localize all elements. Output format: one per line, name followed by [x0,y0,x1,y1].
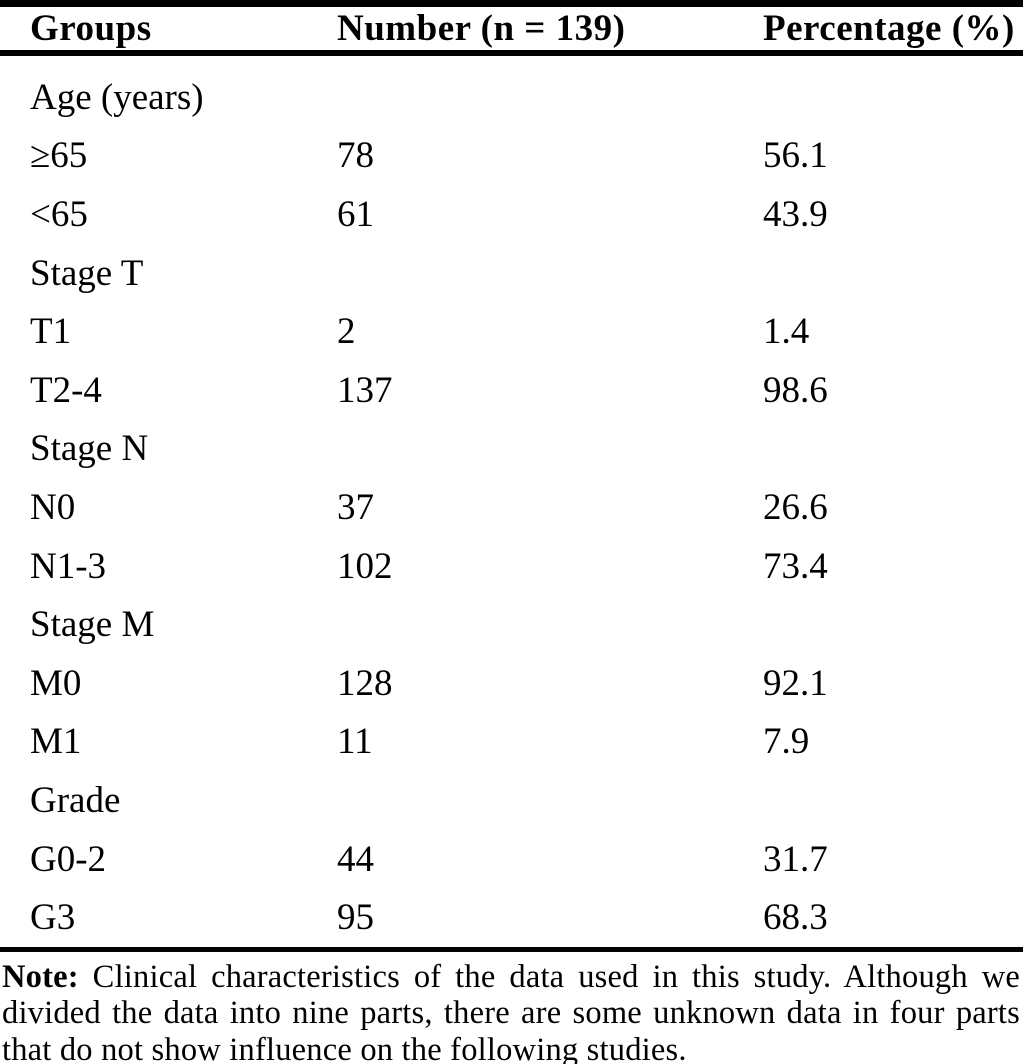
percentage-cell: 73.4 [763,545,828,587]
table-row: M1 11 7.9 [0,713,1023,772]
column-header-percentage: Percentage (%) [763,8,1015,49]
table-row: N0 37 26.6 [0,478,1023,537]
note-label: Note: [2,958,79,995]
percentage-cell: 31.7 [763,838,828,880]
percentage-cell: 98.6 [763,369,828,411]
group-cell: Stage T [30,252,144,294]
category-row: Stage N [0,420,1023,479]
table-row: <65 61 43.9 [0,185,1023,244]
percentage-cell: 43.9 [763,193,828,235]
table-body: Age (years) ≥65 78 56.1 <65 61 43.9 Stage T T1 2 1… [0,56,1023,947]
group-cell: M1 [30,721,82,763]
table-row: ≥65 78 56.1 [0,127,1023,186]
category-row: Stage M [0,595,1023,654]
number-cell: 2 [337,311,356,353]
group-cell: G0-2 [30,838,107,880]
table-note: Note: Clinical characteristics of the da… [0,959,1023,1064]
category-row: Age (years) [0,68,1023,127]
percentage-cell: 92.1 [763,662,828,704]
percentage-cell: 68.3 [763,897,828,939]
group-cell: ≥65 [30,135,88,177]
number-cell: 11 [337,721,373,763]
group-cell: G3 [30,897,76,939]
group-cell: Grade [30,779,121,821]
number-cell: 128 [337,662,393,704]
table-row: M0 128 92.1 [0,654,1023,713]
table-row: T2-4 137 98.6 [0,361,1023,420]
table-top-rule [0,0,1023,7]
group-cell: Stage N [30,428,149,470]
table-row: N1-3 102 73.4 [0,537,1023,596]
group-cell: Stage M [30,604,155,646]
number-cell: 44 [337,838,374,880]
table-header-row: Groups Number (n = 139) Percentage (%) [0,7,1023,50]
percentage-cell: 56.1 [763,135,828,177]
group-cell: T1 [30,311,72,353]
number-cell: 78 [337,135,374,177]
table-row: T1 2 1.4 [0,302,1023,361]
percentage-cell: 26.6 [763,486,828,528]
category-row: Grade [0,771,1023,830]
group-cell: T2-4 [30,369,102,411]
table-row: G0-2 44 31.7 [0,830,1023,889]
group-cell: N0 [30,486,76,528]
number-cell: 137 [337,369,393,411]
table-row: G3 95 68.3 [0,888,1023,947]
group-cell: N1-3 [30,545,107,587]
note-text: Clinical characteristics of the data use… [2,958,1020,1064]
number-cell: 95 [337,897,374,939]
category-row: Stage T [0,244,1023,303]
column-header-number: Number (n = 139) [337,8,626,49]
number-cell: 37 [337,486,374,528]
table-bottom-rule [0,946,1023,952]
group-cell: <65 [30,193,88,235]
number-cell: 102 [337,545,393,587]
percentage-cell: 7.9 [763,721,810,763]
group-cell: M0 [30,662,82,704]
table-header-rule [0,50,1023,56]
number-cell: 61 [337,193,374,235]
percentage-cell: 1.4 [763,311,810,353]
column-header-groups: Groups [30,8,152,49]
group-cell: Age (years) [30,76,204,118]
